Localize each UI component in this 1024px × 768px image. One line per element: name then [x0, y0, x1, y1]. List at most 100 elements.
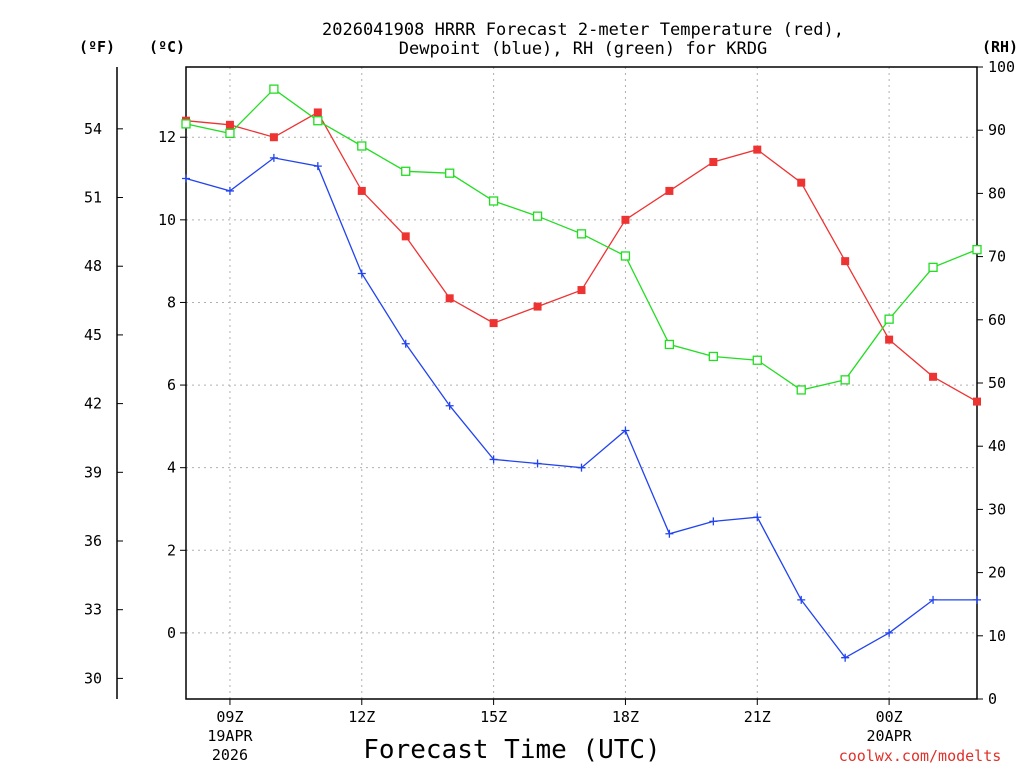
x-tick-label: 00Z: [876, 708, 903, 726]
rh-point: [620, 251, 631, 261]
celsius-tick-label: 0: [167, 624, 176, 642]
temperature-point: [225, 120, 234, 129]
celsius-tick-label: 4: [167, 459, 176, 477]
x-axis-label: Forecast Time (UTC): [363, 735, 660, 765]
temperature-point: [709, 158, 718, 167]
dewpoint-point: [225, 186, 234, 195]
x-tick-date: 20APR: [867, 727, 913, 745]
x-tick-year: 2026: [212, 746, 248, 764]
fahrenheit-tick-label: 45: [84, 326, 102, 344]
temperature-point: [533, 302, 542, 311]
rh-point: [928, 262, 938, 272]
x-tick-label: 18Z: [612, 708, 639, 726]
temperature-point: [357, 186, 366, 195]
celsius-tick-label: 8: [167, 293, 176, 311]
fahrenheit-tick-label: 36: [84, 532, 102, 550]
dewpoint-point: [489, 455, 498, 464]
rh-tick-label: 70: [988, 248, 1006, 266]
dewpoint-point: [709, 517, 718, 526]
series-layer: [181, 84, 982, 662]
dewpoint-point: [401, 339, 410, 348]
rh-tick-label: 100: [988, 58, 1015, 76]
temperature-point: [269, 133, 278, 142]
dewpoint-point: [577, 463, 586, 472]
rh-line: [185, 88, 978, 391]
chart-title-line2: Dewpoint (blue), RH (green) for KRDG: [399, 39, 767, 59]
temperature-point: [621, 215, 630, 224]
rh-point: [269, 84, 279, 94]
dewpoint-point: [445, 401, 454, 410]
rh-point: [313, 116, 323, 126]
temperature-point: [841, 257, 850, 266]
celsius-unit-label: (ºC): [149, 38, 185, 56]
temperature-point: [885, 335, 894, 344]
fahrenheit-tick-label: 33: [84, 601, 102, 619]
rh-point: [708, 351, 718, 362]
rh-unit-label: (RH): [982, 38, 1018, 56]
dewpoint-point: [753, 513, 762, 522]
rh-tick-label: 40: [988, 437, 1006, 455]
rh-point: [796, 385, 806, 395]
rh-tick-label: 50: [988, 374, 1006, 392]
rh-tick-label: 30: [988, 500, 1006, 518]
temperature-point: [665, 186, 674, 195]
celsius-tick-label: 10: [158, 211, 176, 229]
temperature-point: [929, 372, 938, 381]
dewpoint-point: [357, 269, 366, 278]
celsius-tick-label: 12: [158, 128, 176, 146]
dewpoint-point: [182, 174, 190, 183]
dewpoint-point: [665, 529, 674, 538]
dewpoint-point: [269, 153, 278, 162]
celsius-tick-label: 6: [167, 376, 176, 394]
rh-point: [357, 141, 367, 151]
fahrenheit-tick-label: 54: [84, 120, 102, 138]
rh-point: [972, 244, 982, 255]
dewpoint-point: [533, 459, 542, 468]
rh-point: [664, 339, 675, 350]
chart-title-line1: 2026041908 HRRR Forecast 2-meter Tempera…: [322, 20, 844, 40]
rh-tick-label: 60: [988, 311, 1006, 329]
rh-point: [752, 355, 762, 365]
rh-point: [576, 229, 587, 239]
rh-point: [181, 119, 191, 129]
x-tick-label: 21Z: [744, 708, 771, 726]
rh-point: [532, 211, 543, 221]
fahrenheit-tick-label: 39: [84, 463, 102, 481]
rh-point: [884, 314, 894, 324]
grid-lines: [186, 67, 977, 699]
temperature-point: [973, 397, 981, 406]
rh-point: [225, 128, 235, 139]
dewpoint-point: [621, 426, 630, 435]
fahrenheit-unit-label: (ºF): [79, 38, 115, 56]
rh-tick-label: 90: [988, 121, 1006, 139]
x-tick-label: 12Z: [348, 708, 375, 726]
temperature-point: [445, 294, 454, 303]
rh-point: [840, 375, 850, 385]
rh-tick-label: 0: [988, 690, 997, 708]
temperature-line: [185, 111, 978, 403]
rh-point: [401, 166, 411, 176]
fahrenheit-tick-label: 51: [84, 189, 102, 207]
rh-tick-label: 20: [988, 564, 1006, 582]
rh-point: [445, 168, 455, 178]
rh-tick-label: 10: [988, 627, 1006, 645]
x-tick-label: 09Z: [216, 708, 243, 726]
x-tick-label: 15Z: [480, 708, 507, 726]
dewpoint-point: [973, 595, 981, 604]
rh-tick-label: 80: [988, 184, 1006, 202]
dewpoint-point: [885, 628, 894, 637]
temperature-point: [753, 145, 762, 154]
temperature-point: [577, 286, 586, 295]
temperature-point: [313, 108, 322, 117]
source-credit: coolwx.com/modelts: [839, 747, 1002, 765]
fahrenheit-tick-label: 30: [84, 669, 102, 687]
fahrenheit-tick-label: 48: [84, 257, 102, 275]
temperature-point: [797, 178, 806, 187]
temperature-point: [489, 319, 498, 328]
dewpoint-point: [313, 162, 322, 171]
temperature-point: [401, 232, 410, 241]
dewpoint-point: [929, 595, 938, 604]
dewpoint-point: [797, 595, 806, 604]
